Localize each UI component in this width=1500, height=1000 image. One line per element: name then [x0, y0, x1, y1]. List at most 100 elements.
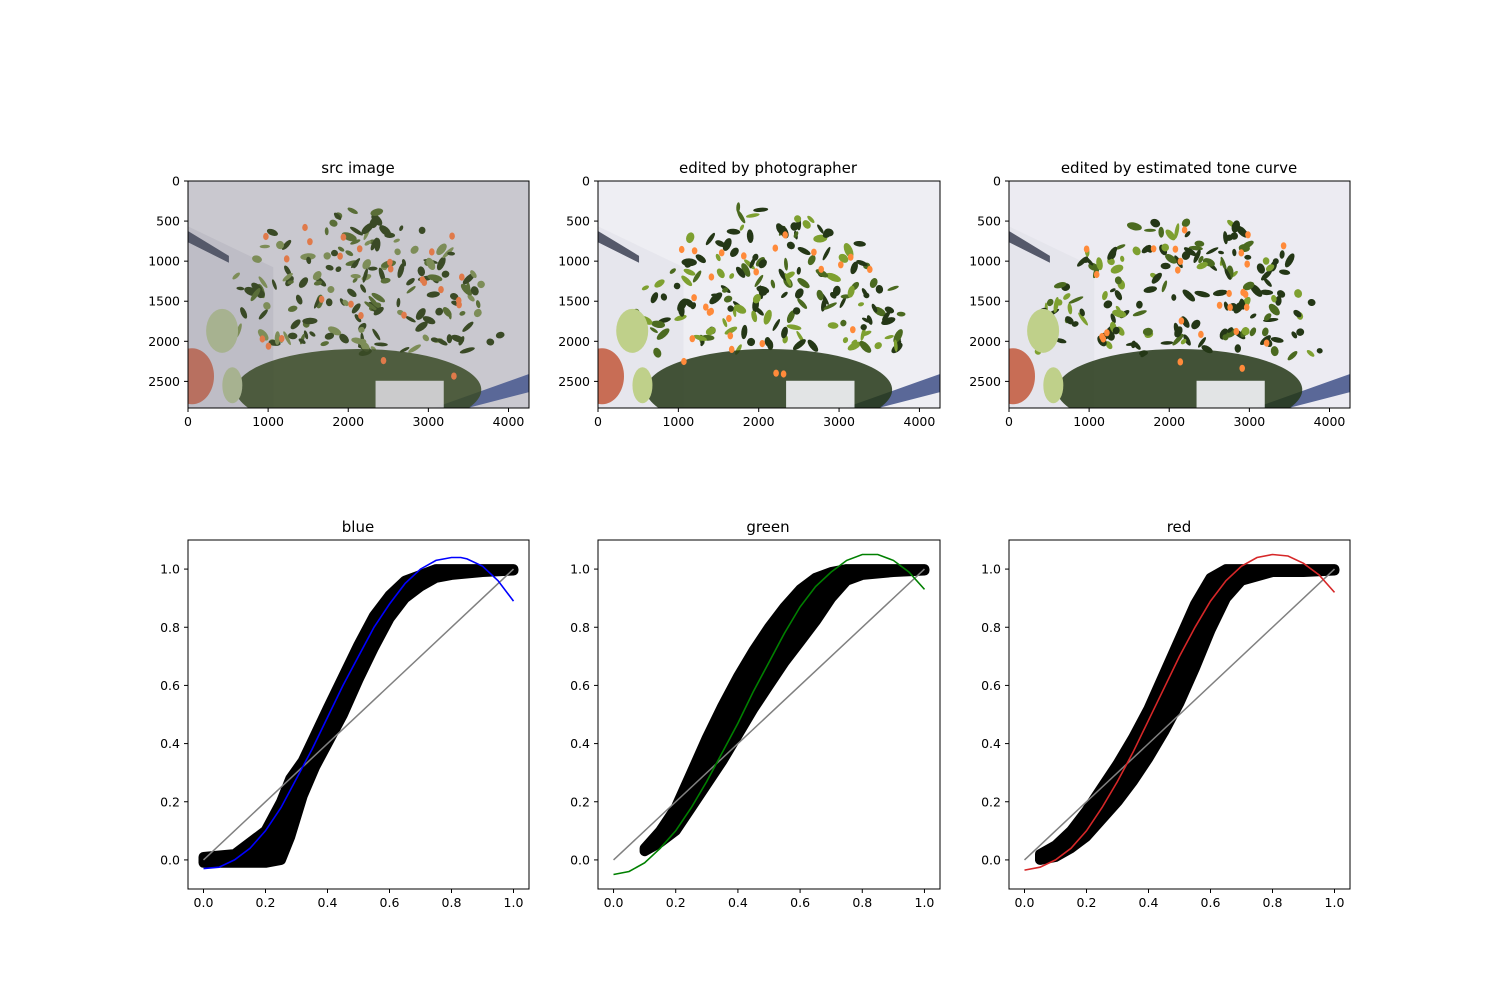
photo-leaf	[1053, 297, 1059, 313]
data-point	[1159, 669, 1169, 679]
photo-leaf	[715, 253, 721, 262]
x-tick-label: 0.8	[852, 895, 872, 910]
photo-leaf	[853, 240, 866, 247]
photo-leaf	[406, 286, 416, 294]
photo-leaf	[337, 246, 345, 252]
photo-leaf	[259, 244, 270, 249]
photo-flower	[278, 335, 285, 343]
photo-leaf	[295, 294, 303, 305]
data-point	[764, 680, 774, 690]
photo-leaf	[325, 298, 333, 307]
photo-leaf	[1184, 231, 1191, 238]
data-point	[1190, 599, 1200, 609]
photo-leaf	[257, 329, 269, 341]
photo-leaf	[417, 266, 425, 277]
photo-leaf	[298, 338, 306, 344]
x-tick-label: 4000	[904, 414, 936, 429]
data-point	[795, 584, 805, 594]
photo-leaf	[747, 337, 756, 347]
photo-leaf	[651, 320, 666, 329]
photo-leaf	[450, 293, 459, 300]
photo-flower	[380, 357, 387, 365]
photo-flower	[1239, 364, 1245, 372]
photo-leaf	[281, 239, 292, 250]
photo-flower	[459, 273, 465, 281]
photo-leaf	[797, 278, 810, 289]
x-tick-label: 0.4	[318, 895, 338, 910]
photo-leaf	[475, 300, 481, 309]
y-tick-label: 0.2	[981, 794, 1001, 809]
photo-flower	[726, 314, 732, 323]
photo-leaf	[426, 291, 440, 298]
photo-leaf	[372, 328, 381, 341]
photo-leaf	[752, 294, 761, 304]
photo-leaf	[1270, 346, 1279, 357]
photo-leaf	[754, 306, 764, 316]
photo-leaf	[669, 268, 676, 274]
photo-flower	[818, 265, 824, 273]
photo-flower	[1104, 329, 1110, 337]
photo-flower	[259, 335, 266, 343]
data-point	[285, 832, 295, 842]
photo-leaf	[415, 321, 428, 332]
photo-leaf	[358, 326, 365, 333]
photo-flower	[318, 295, 325, 303]
photo-leaf	[656, 328, 670, 340]
photo-leaf	[875, 285, 884, 294]
photo-leaf	[426, 257, 436, 271]
data-point	[749, 704, 758, 714]
photo-leaf	[1206, 247, 1219, 255]
data-points-band	[639, 564, 930, 857]
y-tick-label: 1.0	[570, 562, 590, 577]
photo-leaf	[427, 274, 443, 282]
panel-title: green	[746, 518, 789, 536]
photo-leaf	[397, 263, 405, 279]
photo-leaf	[1296, 328, 1305, 336]
photo-leaf	[797, 298, 808, 309]
photo-flower	[340, 233, 347, 241]
photo-leaf	[252, 255, 262, 263]
photo-leaf	[232, 272, 240, 280]
photo-leaf	[1181, 218, 1191, 228]
y-tick-label: 1.0	[981, 562, 1001, 577]
photo-flower	[1216, 301, 1223, 309]
data-point	[338, 710, 348, 719]
x-tick-label: 3000	[823, 414, 855, 429]
photo-leaf	[874, 342, 882, 350]
photo-leaf	[1242, 281, 1255, 291]
photo-leaf	[746, 229, 754, 243]
y-tick-label: 0	[993, 174, 1001, 189]
data-point	[717, 756, 727, 766]
photo-leaf	[362, 259, 372, 270]
photo-leaf	[250, 288, 261, 302]
photo-leaf	[351, 303, 361, 314]
photo-leaf	[418, 226, 426, 234]
photo-leaf	[884, 335, 894, 340]
photo-leaf	[399, 347, 410, 353]
data-point	[431, 564, 441, 574]
x-tick-label: 1000	[252, 414, 284, 429]
photo-leaf	[354, 314, 362, 323]
photo-leaf	[441, 270, 450, 278]
photo-flower	[706, 308, 713, 316]
photo-leaf	[1293, 309, 1302, 318]
photo-leaf	[1079, 308, 1085, 317]
y-tick-label: 1.0	[160, 562, 180, 577]
photo-leaf	[477, 280, 485, 289]
x-tick-label: 4000	[1314, 414, 1346, 429]
photo-leaf	[422, 316, 436, 325]
photo-leaf	[394, 248, 401, 256]
photo-leaf	[312, 271, 322, 281]
photo-leaf	[1078, 312, 1088, 326]
photo-flower	[773, 369, 779, 377]
photo-leaf	[284, 265, 292, 277]
photo-leaf	[1063, 293, 1071, 300]
photo-leaf	[258, 276, 268, 289]
photo-leaf	[473, 308, 482, 318]
photo-leaf	[884, 306, 895, 314]
y-tick-label: 0	[582, 174, 590, 189]
photo-leaf	[263, 302, 271, 310]
x-tick-label: 1.0	[504, 895, 524, 910]
photo-leaf	[1279, 250, 1285, 259]
data-point	[1128, 733, 1138, 743]
